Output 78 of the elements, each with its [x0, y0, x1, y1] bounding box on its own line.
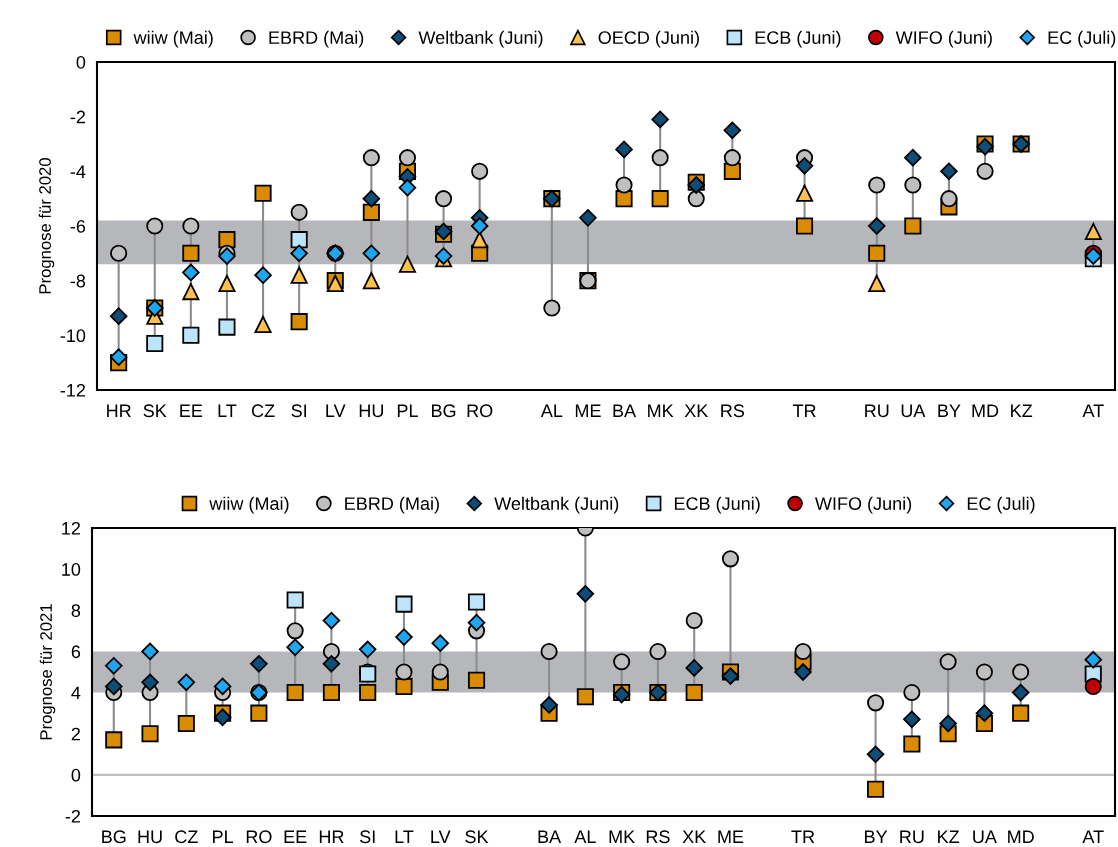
y-tick-label: 12 [62, 521, 80, 535]
y-axis-title: Prognose für 2021 [39, 604, 56, 740]
x-tick-label: RS [646, 830, 670, 844]
x-tick-label: RU [865, 404, 889, 418]
y-tick-label: 10 [62, 563, 81, 576]
y-tick-label: -4 [70, 165, 86, 178]
y-tick-label: 6 [71, 645, 81, 659]
y-tick-label: -2 [70, 110, 85, 124]
legend-label: ECB (Juni) [674, 496, 760, 514]
x-tick-label: SI [359, 830, 375, 844]
x-tick-label: HR [107, 404, 131, 417]
x-tick-label: SK [143, 404, 167, 418]
x-tick-label: PL [213, 830, 234, 843]
x-tick-label: AL [540, 404, 563, 417]
legend-label: wiiw (Mai) [133, 30, 213, 48]
y-tick-label: -12 [60, 383, 85, 397]
x-tick-label: XK [684, 404, 709, 417]
y-tick-label: -2 [65, 809, 80, 823]
x-tick-label: BG [431, 404, 456, 418]
x-tick-label: RS [721, 404, 745, 418]
x-tick-label: LV [431, 830, 451, 843]
legend-label: Weltbank (Juni) [494, 496, 619, 514]
legend-label: EBRD (Mai) [345, 496, 439, 514]
x-tick-label: EE [180, 404, 203, 417]
legend-label: ECB (Juni) [755, 30, 841, 48]
x-tick-label: ME [575, 404, 601, 417]
x-tick-label: KZ [1011, 404, 1033, 417]
x-tick-label: LT [218, 404, 237, 417]
x-tick-label: AT [1082, 404, 1104, 417]
x-tick-label: MK [609, 830, 635, 843]
legend-label: EC (Juli) [1048, 30, 1116, 48]
x-tick-label: BY [938, 404, 961, 417]
x-tick-label: BA [538, 830, 562, 843]
y-tick-label: -6 [70, 219, 86, 233]
y-tick-label: 0 [71, 768, 81, 782]
x-tick-label: KZ [938, 830, 960, 843]
legend-label: WIFO (Juni) [815, 496, 912, 514]
legend-label: EC (Juli) [967, 496, 1035, 514]
x-tick-label: UA [901, 404, 926, 418]
x-tick-label: ME [718, 830, 744, 843]
legend-label: EBRD (Mai) [269, 30, 364, 48]
x-tick-label: HU [359, 404, 383, 418]
x-tick-label: BA [613, 404, 637, 417]
x-tick-label: BY [865, 830, 888, 843]
x-tick-label: SI [291, 404, 307, 418]
legend-label: Weltbank (Juni) [418, 30, 543, 48]
x-tick-label: HU [138, 830, 162, 844]
x-tick-label: MD [1008, 830, 1034, 843]
y-tick-label: -8 [70, 274, 86, 288]
legend-label: OECD (Juni) [598, 30, 699, 48]
x-tick-label: AT [1082, 830, 1104, 843]
x-tick-label: RO [467, 404, 493, 418]
x-tick-label: UA [973, 830, 997, 844]
y-tick-label: 2 [71, 727, 80, 741]
x-tick-label: MD [972, 404, 999, 417]
y-tick-label: 4 [71, 686, 81, 700]
y-axis-title: Prognose für 2020 [38, 158, 55, 294]
x-tick-label: MK [648, 404, 674, 417]
x-tick-label: LV [326, 404, 346, 417]
x-tick-label: PL [397, 404, 418, 417]
x-tick-label: EE [284, 830, 307, 843]
legend-label: wiiw (Mai) [209, 496, 289, 514]
x-tick-label: RU [900, 830, 924, 844]
y-tick-label: 8 [71, 604, 81, 618]
x-tick-label: SK [465, 830, 489, 844]
legend-label: WIFO (Juni) [895, 30, 992, 48]
x-tick-label: TR [792, 404, 816, 417]
x-tick-label: BG [102, 830, 126, 844]
y-tick-label: -10 [60, 329, 86, 343]
x-tick-label: HR [319, 830, 344, 843]
x-tick-label: TR [791, 830, 815, 843]
x-tick-label: CZ [251, 404, 275, 418]
x-tick-label: CZ [175, 830, 198, 844]
x-tick-label: LT [395, 830, 414, 843]
x-tick-label: XK [682, 830, 707, 843]
y-tick-label: 0 [76, 55, 86, 69]
x-tick-label: AL [574, 830, 596, 843]
x-tick-label: RO [246, 830, 272, 844]
